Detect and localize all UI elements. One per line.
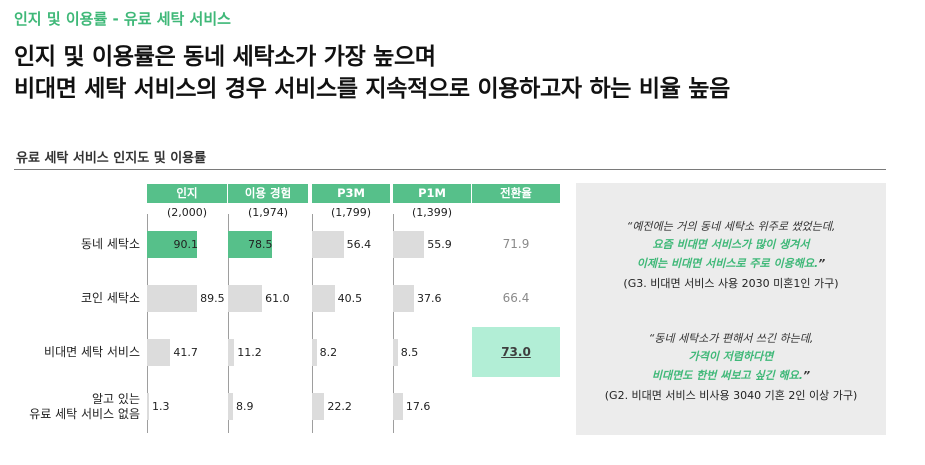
bar: [147, 339, 171, 366]
bar: [228, 393, 233, 420]
bar: [312, 393, 325, 420]
quote-line: “예전에는 거의 동네 세탁소 위주로 썼었는데,: [576, 219, 886, 235]
section-tag: 인지 및 이용률 - 유료 세탁 서비스: [14, 10, 231, 28]
quote-source: (G2. 비대면 서비스 비사용 3040 기혼 2인 이상 가구): [604, 389, 858, 402]
column-base-3: (1,399): [411, 206, 453, 219]
category-label: 코인 세탁소: [81, 291, 140, 306]
axis-line-1: [228, 214, 229, 433]
bar: [393, 231, 425, 258]
category-label-line: 동네 세탁소: [80, 237, 140, 251]
data-label: 78.5: [247, 238, 273, 251]
data-label: 22.2: [327, 400, 352, 413]
category-label-line: 비대면 세탁 서비스: [44, 345, 140, 359]
bar: [147, 393, 149, 420]
headline-line-2: 비대면 세탁 서비스의 경우 서비스를 지속적으로 이용하고자 하는 비율 높음: [14, 76, 731, 102]
column-base-2: (1,799): [330, 206, 372, 219]
quote-source: (G3. 비대면 서비스 사용 2030 미혼1인 가구): [623, 277, 839, 290]
data-label: 11.2: [237, 346, 262, 359]
data-label: 1.3: [152, 400, 170, 413]
bar: [228, 231, 272, 258]
quote-line: 요즘 비대면 서비스가 많이 생겨서: [576, 237, 886, 253]
data-label: 55.9: [427, 238, 452, 251]
data-label: 37.6: [417, 292, 442, 305]
chart-title: 유료 세탁 서비스 인지도 및 이용률: [16, 151, 207, 166]
column-header-0: 인지: [147, 184, 227, 203]
quote-text: “동네 세탁소가 편해서 쓰긴 하는데,: [648, 332, 814, 345]
bar: [147, 231, 198, 258]
conversion-value: 71.9: [502, 237, 530, 251]
conversion-value: 73.0: [501, 345, 531, 359]
data-label: 8.2: [319, 346, 338, 359]
data-label: 8.5: [400, 346, 419, 359]
quote-line: 가격이 저렴하다면: [576, 349, 886, 365]
column-base-1: (1,974): [247, 206, 289, 219]
category-label: 비대면 세탁 서비스: [44, 345, 140, 360]
category-label: 동네 세탁소: [81, 237, 140, 252]
quote-text: 비대면도 한번 써보고 싶긴 해요.: [651, 369, 803, 382]
data-label: 40.5: [337, 292, 363, 305]
bar: [312, 231, 344, 258]
data-label: 61.0: [265, 292, 290, 305]
data-label: 89.5: [200, 292, 225, 305]
column-header-2: P3M: [312, 184, 390, 203]
bar: [228, 285, 263, 312]
data-label: 41.7: [173, 346, 198, 359]
category-label-line: 유료 세탁 서비스 없음: [29, 406, 140, 421]
quote-close-mark: ”: [818, 257, 826, 270]
column-header-3: P1M: [393, 184, 471, 203]
bar: [228, 339, 235, 366]
quote-line: 비대면도 한번 써보고 싶긴 해요.”: [576, 368, 886, 384]
data-label: 8.9: [235, 400, 254, 413]
headline-line-1: 인지 및 이용률은 동네 세탁소가 가장 높으며: [14, 44, 436, 70]
bar: [393, 285, 415, 312]
quote-text: “예전에는 거의 동네 세탁소 위주로 썼었는데,: [626, 220, 836, 233]
axis-line-0: [147, 214, 148, 433]
chart-title-rule: [14, 169, 886, 170]
bar: [147, 285, 198, 312]
quote-line: 이제는 비대면 서비스로 주로 이용해요.”: [576, 256, 886, 272]
quote-text: 이제는 비대면 서비스로 주로 이용해요.: [636, 257, 819, 270]
conversion-highlight-box: [472, 327, 560, 377]
column-header-conversion: 전환율: [472, 184, 560, 203]
category-label-line: 코인 세탁소: [80, 291, 140, 305]
column-header-1: 이용 경험: [228, 184, 308, 203]
column-base-0: (2,000): [166, 206, 208, 219]
category-label: 알고 있는 유료 세탁 서비스 없음: [29, 392, 140, 422]
bar: [393, 339, 398, 366]
quote-text: 요즘 비대면 서비스가 많이 생겨서: [652, 238, 810, 251]
bar: [393, 393, 403, 420]
axis-line-2: [312, 214, 313, 433]
category-label-line: 알고 있는: [92, 391, 140, 406]
quote-panel: [576, 183, 886, 435]
bar: [312, 339, 317, 366]
quote-close-mark: ”: [802, 369, 811, 382]
quote-line: “동네 세탁소가 편해서 쓰긴 하는데,: [576, 331, 886, 347]
conversion-value: 66.4: [502, 291, 530, 305]
quote-text: 가격이 저렴하다면: [688, 350, 774, 363]
data-label: 90.1: [173, 238, 198, 251]
axis-line-3: [393, 214, 394, 433]
bar: [312, 285, 335, 312]
data-label: 56.4: [346, 238, 372, 251]
data-label: 17.6: [405, 400, 431, 413]
